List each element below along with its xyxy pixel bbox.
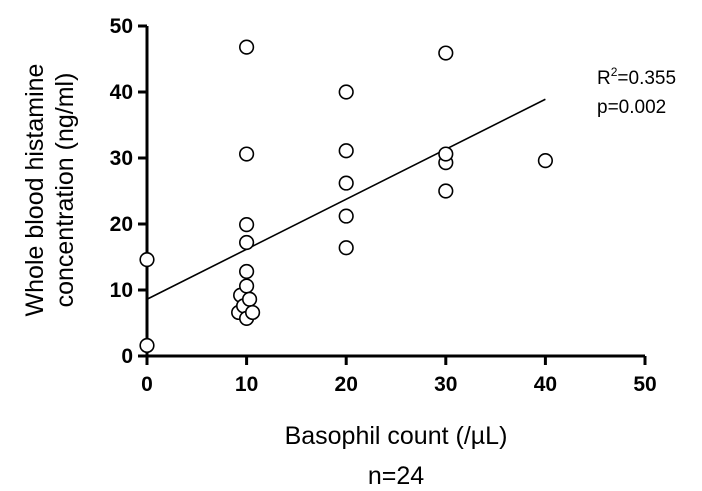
data-point [438, 183, 454, 199]
regression-line [146, 98, 546, 300]
data-point [241, 291, 258, 307]
x-tick-label: 0 [141, 373, 153, 396]
data-point [239, 234, 255, 251]
x-tick-label: 40 [534, 373, 557, 396]
y-tick-label: 0 [121, 345, 133, 368]
r-squared-value: =0.355 [617, 68, 676, 89]
ticks-layer: 0 10 20 30 40 50 0 10 20 30 40 50 [110, 15, 657, 396]
x-tick-label: 20 [335, 373, 358, 396]
data-point [438, 146, 454, 162]
x-tick-label: 10 [235, 373, 258, 396]
y-tick-label: 40 [110, 81, 133, 104]
data-point [139, 252, 155, 268]
x-axis-title: Basophil count (/µL) [285, 422, 508, 450]
data-point [537, 153, 554, 169]
data-point [244, 304, 261, 321]
data-point [239, 278, 255, 294]
r-squared-annotation: R2=0.355 [597, 65, 676, 89]
data-point [338, 208, 354, 224]
x-tick-label: 30 [434, 373, 457, 396]
data-point [239, 146, 255, 162]
y-tick-label: 30 [110, 147, 133, 170]
x-tick-label: 50 [633, 373, 656, 396]
y-tick-label: 10 [110, 279, 133, 302]
p-value-annotation: p=0.002 [597, 97, 666, 118]
data-point [338, 175, 354, 191]
y-tick-label: 20 [110, 213, 133, 236]
r-squared-prefix: R [597, 68, 611, 89]
sample-size-footnote: n=24 [368, 462, 424, 490]
data-point [338, 240, 354, 256]
regression-layer [146, 98, 546, 300]
data-point [239, 39, 255, 55]
data-point [438, 45, 454, 61]
points-layer [139, 39, 554, 354]
data-point [139, 337, 155, 354]
data-point [338, 84, 354, 100]
data-point [338, 143, 354, 159]
y-axis-title-line-1: Whole blood histamine [21, 64, 49, 317]
data-point [239, 217, 255, 233]
y-axis-title-line-2: concentration (ng/ml) [51, 73, 79, 308]
y-tick-label: 50 [110, 15, 133, 38]
r-squared-superscript: 2 [611, 65, 618, 79]
data-point [239, 263, 255, 280]
